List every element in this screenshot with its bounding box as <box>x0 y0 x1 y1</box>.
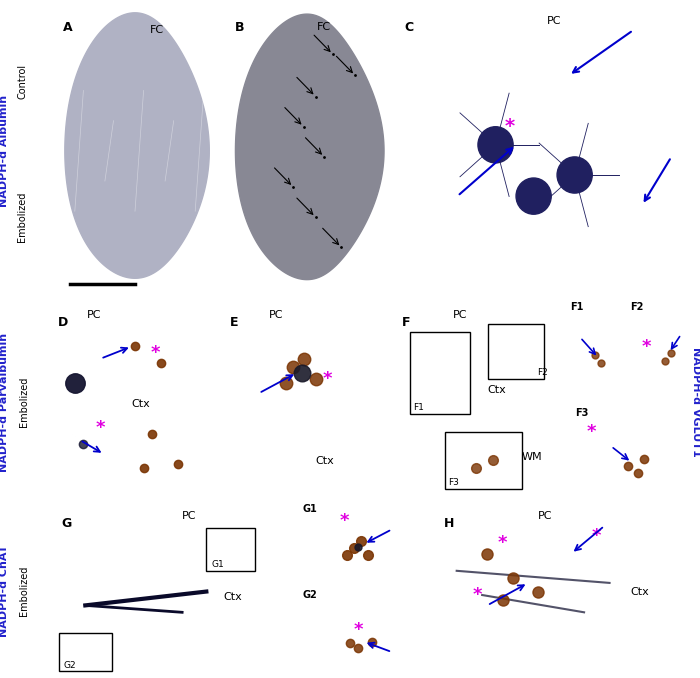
Text: F2: F2 <box>630 302 644 312</box>
Text: *: * <box>340 512 349 530</box>
Text: NADPH-d ChAT: NADPH-d ChAT <box>0 545 9 637</box>
Text: Control: Control <box>18 64 27 99</box>
Text: E: E <box>230 316 238 329</box>
Circle shape <box>516 178 551 214</box>
Text: Ctx: Ctx <box>223 592 242 602</box>
Text: G1: G1 <box>211 560 224 570</box>
Text: Embolized: Embolized <box>19 566 29 616</box>
Text: F3: F3 <box>448 478 459 487</box>
Text: NADPH-d Albumin: NADPH-d Albumin <box>0 95 9 207</box>
Bar <box>444 432 522 489</box>
Text: PC: PC <box>538 511 553 521</box>
Text: FC: FC <box>150 25 164 35</box>
Text: F1: F1 <box>414 403 424 412</box>
Text: *: * <box>354 622 363 639</box>
Text: Ctx: Ctx <box>316 456 335 466</box>
Text: H: H <box>444 517 454 530</box>
Text: F1: F1 <box>570 302 583 312</box>
Text: *: * <box>473 586 482 604</box>
Polygon shape <box>65 13 209 278</box>
Circle shape <box>478 127 513 163</box>
Text: NADPH-d Parvalbumin: NADPH-d Parvalbumin <box>0 332 9 472</box>
Text: *: * <box>592 527 601 545</box>
Text: PC: PC <box>87 310 101 320</box>
Bar <box>206 527 255 571</box>
Bar <box>488 324 545 379</box>
Text: Ctx: Ctx <box>488 385 506 395</box>
Text: PC: PC <box>182 511 197 521</box>
Text: *: * <box>96 419 105 437</box>
Text: G2: G2 <box>302 591 317 601</box>
Text: D: D <box>57 316 68 329</box>
Text: F2: F2 <box>538 368 548 377</box>
Text: Embolized: Embolized <box>18 192 27 242</box>
Text: *: * <box>498 534 508 552</box>
Text: F3: F3 <box>575 407 588 418</box>
Text: PC: PC <box>269 310 284 320</box>
Text: *: * <box>151 344 160 361</box>
Bar <box>59 633 112 671</box>
Text: *: * <box>323 370 332 388</box>
Text: A: A <box>63 21 72 34</box>
Polygon shape <box>235 14 384 279</box>
Text: PC: PC <box>547 16 561 26</box>
Text: C: C <box>405 21 414 34</box>
Text: B: B <box>234 21 244 34</box>
Text: PC: PC <box>453 310 468 320</box>
Bar <box>410 332 470 414</box>
Text: Ctx: Ctx <box>132 399 150 410</box>
Text: G2: G2 <box>64 660 76 670</box>
Text: Embolized: Embolized <box>19 377 29 427</box>
Text: G1: G1 <box>302 504 317 514</box>
Text: NADPH-d VGLUT1: NADPH-d VGLUT1 <box>691 347 700 457</box>
Text: *: * <box>642 338 652 357</box>
Text: WM: WM <box>522 452 543 462</box>
Text: F: F <box>402 316 410 329</box>
Circle shape <box>557 157 592 193</box>
Text: FC: FC <box>317 22 331 32</box>
Text: *: * <box>587 423 596 441</box>
Text: G: G <box>61 517 71 530</box>
Text: Ctx: Ctx <box>630 587 649 597</box>
Text: *: * <box>505 117 515 136</box>
